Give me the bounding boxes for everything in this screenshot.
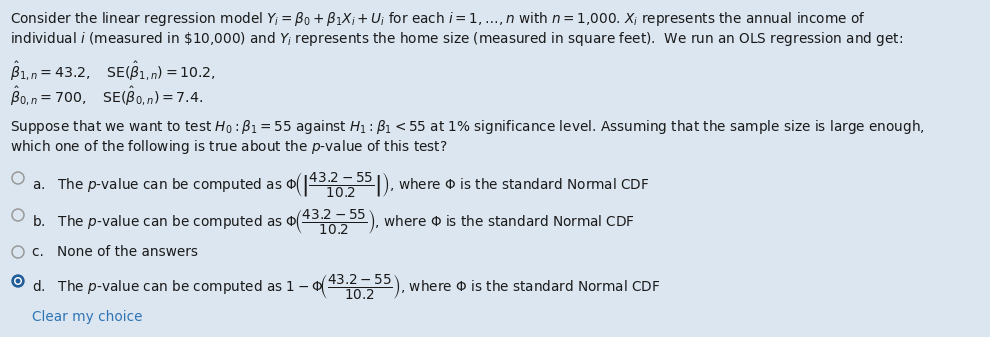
Text: b.   The $p$-value can be computed as $\Phi\!\left(\dfrac{43.2-55}{10.2}\right)$: b. The $p$-value can be computed as $\Ph… xyxy=(32,207,635,236)
Text: Consider the linear regression model $Y_i = \beta_0 + \beta_1 X_i + U_i$ for eac: Consider the linear regression model $Y_… xyxy=(10,10,865,28)
Text: d.   The $p$-value can be computed as $1 - \Phi\!\left(\dfrac{43.2-55}{10.2}\rig: d. The $p$-value can be computed as $1 -… xyxy=(32,272,660,301)
Circle shape xyxy=(12,275,24,287)
Text: Suppose that we want to test $H_0 : \beta_1 = 55$ against $H_1 : \beta_1 < 55$ a: Suppose that we want to test $H_0 : \bet… xyxy=(10,118,925,136)
Text: a.   The $p$-value can be computed as $\Phi\!\left(\left|\dfrac{43.2-55}{10.2}\r: a. The $p$-value can be computed as $\Ph… xyxy=(32,170,649,199)
Circle shape xyxy=(15,278,22,284)
Text: c.   None of the answers: c. None of the answers xyxy=(32,245,198,259)
Text: $\hat{\beta}_{1,n} = 43.2,\quad \mathrm{SE}(\hat{\beta}_{1,n}) = 10.2,$: $\hat{\beta}_{1,n} = 43.2,\quad \mathrm{… xyxy=(10,60,216,83)
Text: Clear my choice: Clear my choice xyxy=(32,310,143,324)
Text: which one of the following is true about the $p$-value of this test?: which one of the following is true about… xyxy=(10,138,447,156)
Circle shape xyxy=(16,279,20,283)
Text: $\hat{\beta}_{0,n} = 700,\quad \mathrm{SE}(\hat{\beta}_{0,n}) = 7.4.$: $\hat{\beta}_{0,n} = 700,\quad \mathrm{S… xyxy=(10,85,203,108)
Text: individual $i$ (measured in \$10,000) and $Y_i$ represents the home size (measur: individual $i$ (measured in \$10,000) an… xyxy=(10,30,903,48)
